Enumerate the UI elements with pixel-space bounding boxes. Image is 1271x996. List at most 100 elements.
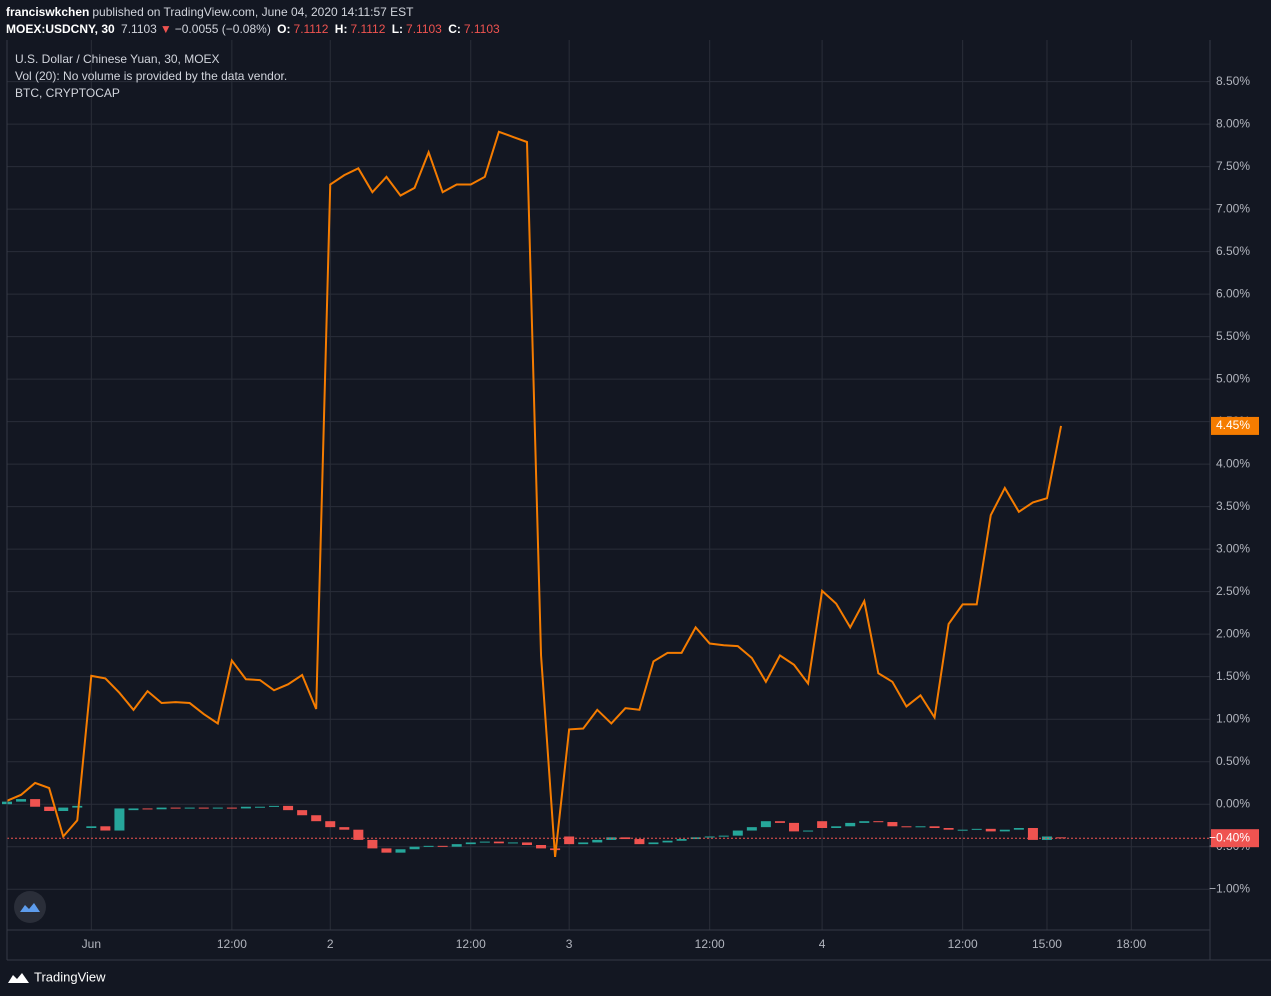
- legend-entry: U.S. Dollar / Chinese Yuan, 30, MOEX: [15, 52, 220, 66]
- x-tick-label: 12:00: [217, 937, 247, 951]
- author: franciswkchen: [6, 5, 90, 19]
- change: −0.0055 (−0.08%): [174, 22, 271, 36]
- candle: [789, 822, 800, 832]
- candle: [732, 830, 743, 836]
- logo-button[interactable]: [14, 891, 46, 923]
- y-tick-label: 2.00%: [1216, 626, 1250, 640]
- candle: [325, 821, 336, 828]
- candle: [395, 849, 406, 853]
- candle: [746, 827, 757, 831]
- candle: [803, 830, 814, 832]
- vol-note: Vol (20): No volume is provided by the d…: [15, 69, 287, 83]
- y-tick-label: 1.00%: [1216, 711, 1250, 725]
- candle: [58, 807, 69, 811]
- candle: [676, 839, 687, 841]
- candle: [859, 821, 870, 823]
- ohlc-value: 7.1103: [406, 22, 442, 36]
- candle: [536, 844, 547, 849]
- candle: [100, 826, 111, 831]
- candle: [592, 839, 603, 843]
- y-tick-label: 4.00%: [1216, 456, 1250, 470]
- candle: [985, 828, 996, 832]
- candle: [1041, 836, 1052, 840]
- y-tick-label: 2.50%: [1216, 584, 1250, 598]
- candle: [1056, 837, 1067, 839]
- candle: [507, 842, 518, 844]
- y-tick-label: 8.00%: [1216, 116, 1250, 130]
- candle: [423, 845, 434, 847]
- candle: [564, 836, 575, 845]
- plot-area: [7, 40, 1210, 930]
- candle: [381, 848, 392, 853]
- header-line: MOEX:USDCNY, 30 7.1103 ▼ −0.0055 (−0.08%) …: [6, 22, 503, 36]
- candle: [254, 806, 265, 808]
- candle: [269, 805, 280, 807]
- candle: [44, 806, 55, 811]
- y-tick-label: 6.00%: [1216, 286, 1250, 300]
- candle: [774, 821, 785, 823]
- candle: [353, 829, 364, 840]
- candle: [648, 842, 659, 845]
- y-tick-label: 1.50%: [1216, 669, 1250, 683]
- candle: [16, 799, 27, 802]
- candle: [999, 829, 1010, 832]
- candle: [198, 807, 209, 809]
- x-tick-label: 18:00: [1116, 937, 1146, 951]
- y-tick-label: 0.00%: [1216, 796, 1250, 810]
- line: [6, 130, 1063, 858]
- last-price: 7.1103: [121, 22, 157, 36]
- price-label-box: [1211, 416, 1259, 435]
- x-tick-label: 12:00: [456, 937, 486, 951]
- candle: [226, 807, 237, 809]
- x-tick-label: 4: [819, 937, 826, 951]
- x-tick-label: 2: [327, 937, 334, 951]
- candle: [718, 835, 729, 837]
- candle: [760, 821, 771, 828]
- candle: [30, 799, 41, 807]
- ohlc-label: C:: [448, 22, 461, 36]
- symbol: MOEX:USDCNY, 30: [6, 22, 115, 36]
- ohlc-value: 7.1103: [463, 22, 500, 36]
- candle: [240, 806, 251, 809]
- price-label: 4.45%: [1216, 418, 1250, 432]
- candle: [297, 810, 308, 816]
- candle: [479, 841, 490, 843]
- x-tick-label: 12:00: [695, 937, 725, 951]
- ohlc-label: H:: [334, 22, 348, 36]
- x-tick-label: 15:00: [1032, 937, 1062, 951]
- ohlc-label: O:: [277, 22, 291, 36]
- legend-entry: BTC, CRYPTOCAP: [15, 86, 120, 100]
- candle: [170, 807, 181, 809]
- candle: [156, 807, 167, 810]
- brand: TradingView: [34, 969, 106, 984]
- y-tick-label: 7.00%: [1216, 201, 1250, 215]
- candle: [1013, 827, 1024, 830]
- candle: [578, 842, 589, 845]
- y-tick-label: −1.00%: [1209, 881, 1250, 895]
- y-tick-label: 5.00%: [1216, 371, 1250, 385]
- candle: [409, 846, 420, 850]
- candle: [114, 808, 125, 831]
- candle: [128, 808, 139, 811]
- candle: [887, 822, 898, 827]
- candle: [845, 822, 856, 827]
- y-tick-label: 7.50%: [1216, 159, 1250, 173]
- candle: [72, 805, 83, 808]
- ohlc-value: 7.1112: [293, 22, 329, 36]
- ohlc-value: 7.1112: [350, 22, 386, 36]
- candle: [662, 840, 673, 843]
- candle: [184, 807, 195, 809]
- candle: [620, 837, 631, 840]
- candle: [437, 845, 448, 847]
- y-tick-label: 6.50%: [1216, 244, 1250, 258]
- candle: [142, 808, 153, 810]
- footer-logo: [8, 973, 29, 983]
- candle: [704, 836, 715, 838]
- candle: [1027, 827, 1038, 840]
- header-line: franciswkchen published on TradingView.co…: [6, 5, 417, 19]
- y-tick-label: 3.50%: [1216, 499, 1250, 513]
- candle: [86, 826, 97, 828]
- y-tick-label: 0.50%: [1216, 754, 1250, 768]
